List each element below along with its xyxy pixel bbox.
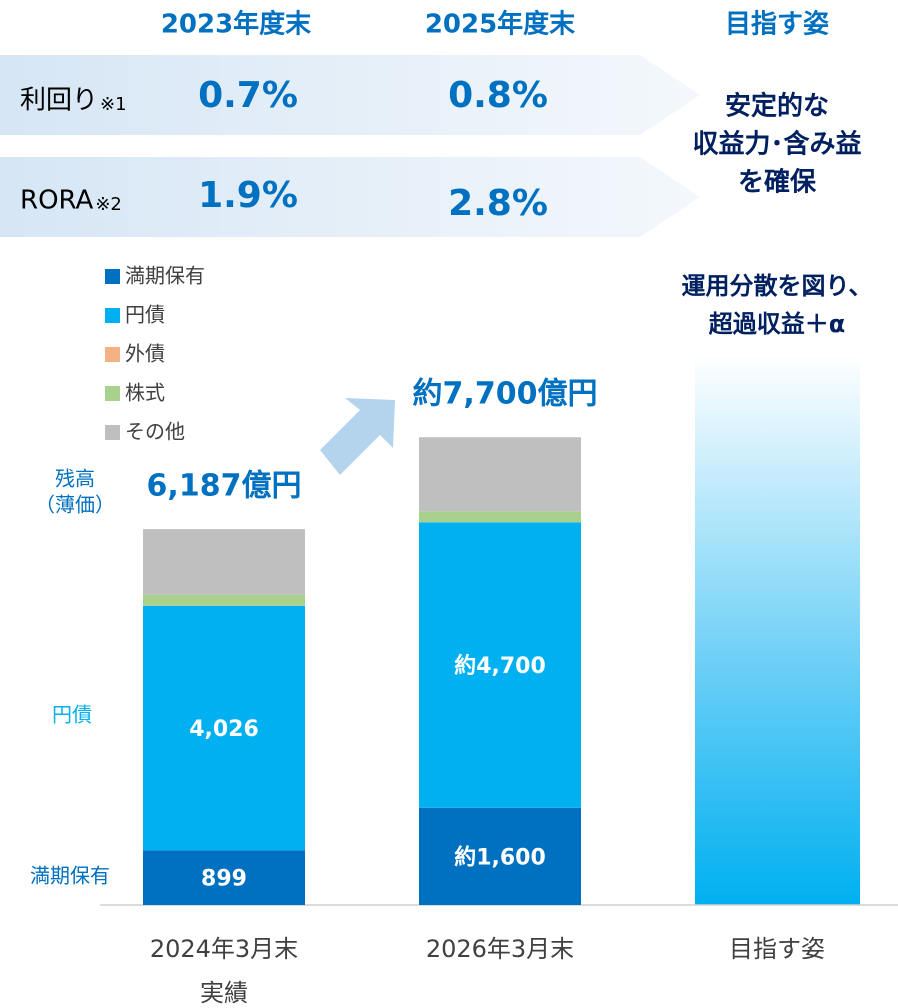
legend-swatch xyxy=(105,386,120,401)
total-label: 約7,700億円 xyxy=(413,377,598,412)
target-text: 安定的な xyxy=(725,91,829,122)
legend-swatch xyxy=(105,308,120,323)
x-tick-label: 目指す姿 xyxy=(729,935,825,963)
row-band xyxy=(0,55,700,135)
bar-segment xyxy=(419,522,581,808)
legend-label: 外債 xyxy=(125,342,165,366)
row-label: RORA xyxy=(20,186,94,216)
metric-value: 2.8% xyxy=(448,183,548,224)
legend-swatch xyxy=(105,347,120,362)
legend-label: 円債 xyxy=(125,303,165,327)
bar-value-label: 約1,600 xyxy=(454,844,546,870)
x-tick-label: 2024年3月末 実績 xyxy=(149,935,299,1007)
bar-value-label: 約4,700 xyxy=(454,653,546,679)
legend-label: 株式 xyxy=(125,381,165,405)
row-label: 利回り xyxy=(20,86,98,116)
row-note: ※2 xyxy=(95,194,122,215)
legend-swatch xyxy=(105,425,120,440)
x-tick-label: 2026年3月末 xyxy=(425,935,575,963)
target-bar xyxy=(695,355,860,905)
total-label: 6,187億円 xyxy=(147,469,302,504)
bar-segment xyxy=(143,529,305,595)
bar-segment xyxy=(143,594,305,606)
bar-segment xyxy=(143,605,305,851)
column-header: 2023年度末 xyxy=(161,9,312,40)
legend-swatch xyxy=(105,269,120,284)
bar-segment xyxy=(419,437,581,512)
bar-segment xyxy=(419,511,581,523)
growth-arrow xyxy=(320,398,395,475)
bar-segment xyxy=(143,850,305,905)
column-header: 目指す姿 xyxy=(725,10,829,40)
column-header: 2025年度末 xyxy=(425,9,576,40)
target-text: 収益力･含み益 xyxy=(692,129,861,160)
axis-label: （薄価） xyxy=(35,493,115,517)
metric-value: 0.7% xyxy=(198,75,298,116)
target-text: を確保 xyxy=(738,167,817,198)
axis-label: 残高 xyxy=(55,467,95,491)
side-label: 満期保有 xyxy=(30,864,110,888)
legend-label: その他 xyxy=(125,420,185,444)
target-note: 超過収益＋α xyxy=(709,310,846,338)
bar-segment xyxy=(419,807,581,905)
row-note: ※1 xyxy=(100,94,127,115)
target-note: 運用分散を図り、 xyxy=(681,272,872,300)
row-band xyxy=(0,157,700,237)
legend-label: 満期保有 xyxy=(125,264,205,288)
metric-value: 1.9% xyxy=(198,175,298,216)
bar-value-label: 4,026 xyxy=(189,717,259,742)
side-label: 円債 xyxy=(52,703,92,727)
metric-value: 0.8% xyxy=(448,75,548,116)
bar-value-label: 899 xyxy=(201,867,247,892)
